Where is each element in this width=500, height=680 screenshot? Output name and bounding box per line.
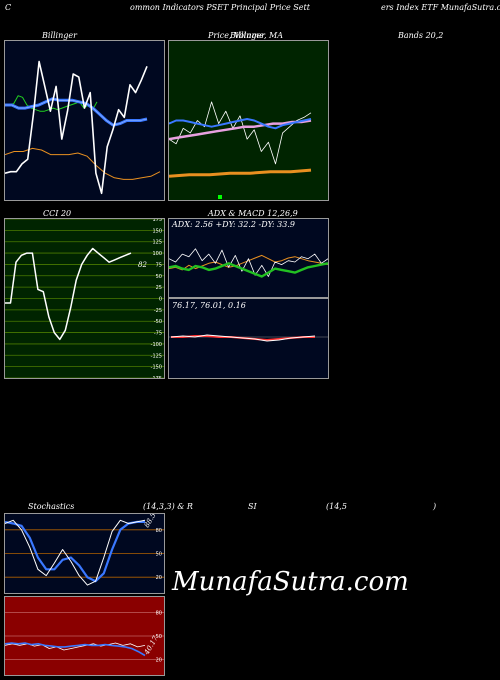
header-site: ers Index ETF MunafaSutra.com (381, 3, 500, 12)
rsi-line (5, 642, 146, 657)
price-title: Price, Volume, MA (208, 31, 284, 40)
stoch-value-label: 88.5 (143, 514, 158, 529)
stoch-d-line (5, 520, 145, 583)
cci-tick-label: 125 (152, 240, 162, 246)
stoch-tick-label: 20 (156, 575, 162, 581)
cci-tick-label: 25 (156, 285, 162, 291)
cci-title: CCI 20 (43, 209, 72, 218)
price-line (5, 60, 148, 195)
stochastics-panel: 80 50 20 88.5 (4, 513, 165, 594)
adx-values: ADX: 2.56 +DY: 32.2 -DY: 33.9 (172, 220, 295, 229)
macd-line (170, 334, 316, 342)
cci-tick-label: 150 (152, 228, 162, 234)
bands-title: Bands 20,2 (398, 31, 444, 40)
cci-panel: 175 150 125 100 75 50 25 0 -25 -50 -75 -100 -125 -150… (4, 218, 165, 379)
adx-macd-title: ADX & MACD 12,26,9 (208, 209, 298, 218)
middle-band-highlight (5, 98, 148, 126)
minus-di-line (169, 262, 328, 278)
close-price-line (169, 101, 312, 165)
rsi-tick-label: 80 (156, 611, 162, 617)
cci-tick-label: -25 (154, 308, 162, 314)
bollinger-panel (4, 40, 165, 201)
macd-values: 76.17, 76.01, 0.16 (172, 301, 246, 310)
watermark: MunafaSutra.com (172, 567, 409, 597)
rsi-panel: 80 50 20 40.17 (4, 596, 165, 676)
rsi-params: (14,5 (326, 502, 347, 511)
stoch-tick-label: 80 (156, 528, 162, 534)
stoch-k-line (5, 519, 146, 586)
cci-tick-label: -175 (151, 376, 162, 378)
cci-tick-label: 100 (152, 251, 162, 257)
cci-tick-label: -150 (151, 365, 162, 371)
adx-line (169, 248, 328, 277)
header-left: C (5, 3, 12, 12)
ma-orange-line (169, 168, 312, 178)
cci-tick-label: -75 (154, 331, 162, 337)
cci-tick-label: 50 (156, 274, 162, 280)
lower-band-line (5, 147, 161, 180)
header-title: ommon Indicators PSET Principal Price Se… (130, 3, 310, 12)
adx-panel (168, 218, 329, 298)
rsi-tick-label: 20 (156, 657, 162, 663)
plus-di-line (169, 254, 328, 271)
stoch-title: Stochastics (28, 502, 75, 511)
rsi-title: SI (248, 502, 257, 511)
cci-tick-label: -100 (151, 342, 162, 348)
price-subtitle: Billinger (230, 31, 265, 40)
cci-tick-label: 75 (156, 262, 162, 268)
stoch-tick-label: 50 (156, 552, 162, 558)
cci-tick-label: 175 (152, 219, 162, 223)
cci-line (5, 247, 132, 341)
volume-bar (218, 195, 222, 199)
rsi-close: ) (433, 502, 437, 511)
cci-value-label: 82 (138, 261, 147, 269)
ma-long-line (169, 119, 312, 141)
bollinger-title: Billinger (42, 31, 77, 40)
price-ma-panel (168, 40, 329, 201)
cci-tick-label: 0 (159, 297, 162, 303)
rsi-tick-label: 50 (156, 634, 162, 640)
stoch-params: (14,3,3) & R (143, 502, 193, 511)
cci-tick-label: -50 (154, 319, 162, 325)
cci-tick-label: -125 (151, 353, 162, 359)
ma-blue-line (169, 118, 312, 130)
macd-panel (168, 298, 329, 379)
